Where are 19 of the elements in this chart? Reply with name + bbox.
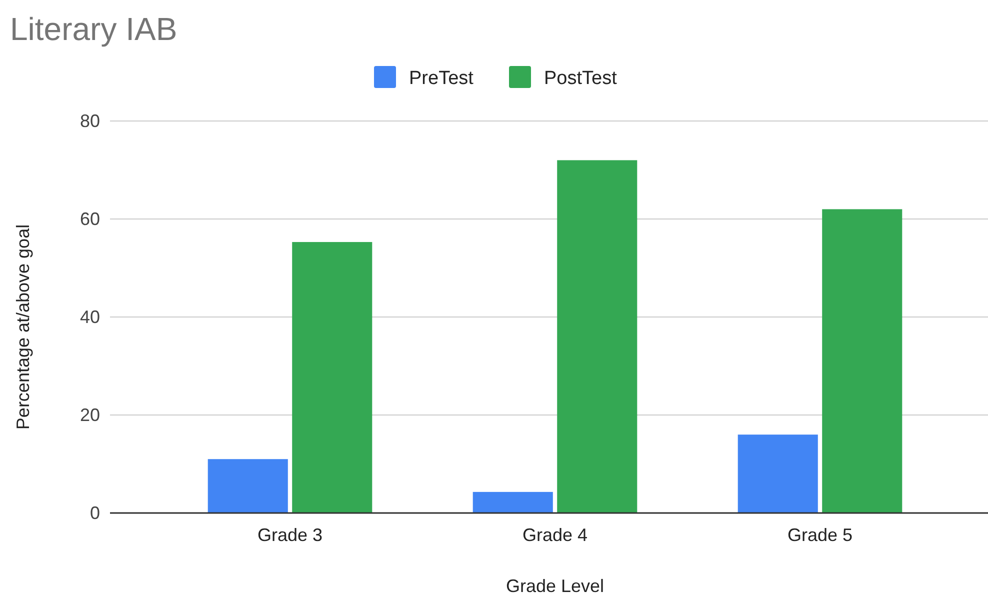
y-tick-label: 20	[80, 405, 100, 425]
bar	[292, 242, 372, 513]
x-tick-label: Grade 5	[787, 525, 853, 545]
bar	[738, 434, 818, 513]
y-tick-label: 80	[80, 111, 100, 131]
bar	[822, 209, 902, 513]
y-tick-label: 0	[90, 503, 100, 523]
bar	[472, 492, 553, 513]
bar	[208, 459, 288, 513]
y-tick-label: 40	[80, 307, 100, 327]
x-tick-label: Grade 3	[257, 525, 323, 545]
legend-label: PostTest	[544, 68, 618, 89]
legend-label: PreTest	[409, 68, 474, 89]
x-tick-label: Grade 4	[522, 525, 588, 545]
x-axis-title: Grade Level	[506, 576, 604, 595]
chart-title: Literary IAB	[10, 11, 178, 47]
y-tick-label: 60	[80, 209, 100, 229]
y-axis-title: Percentage at/above goal	[13, 224, 33, 430]
bar	[557, 160, 638, 513]
